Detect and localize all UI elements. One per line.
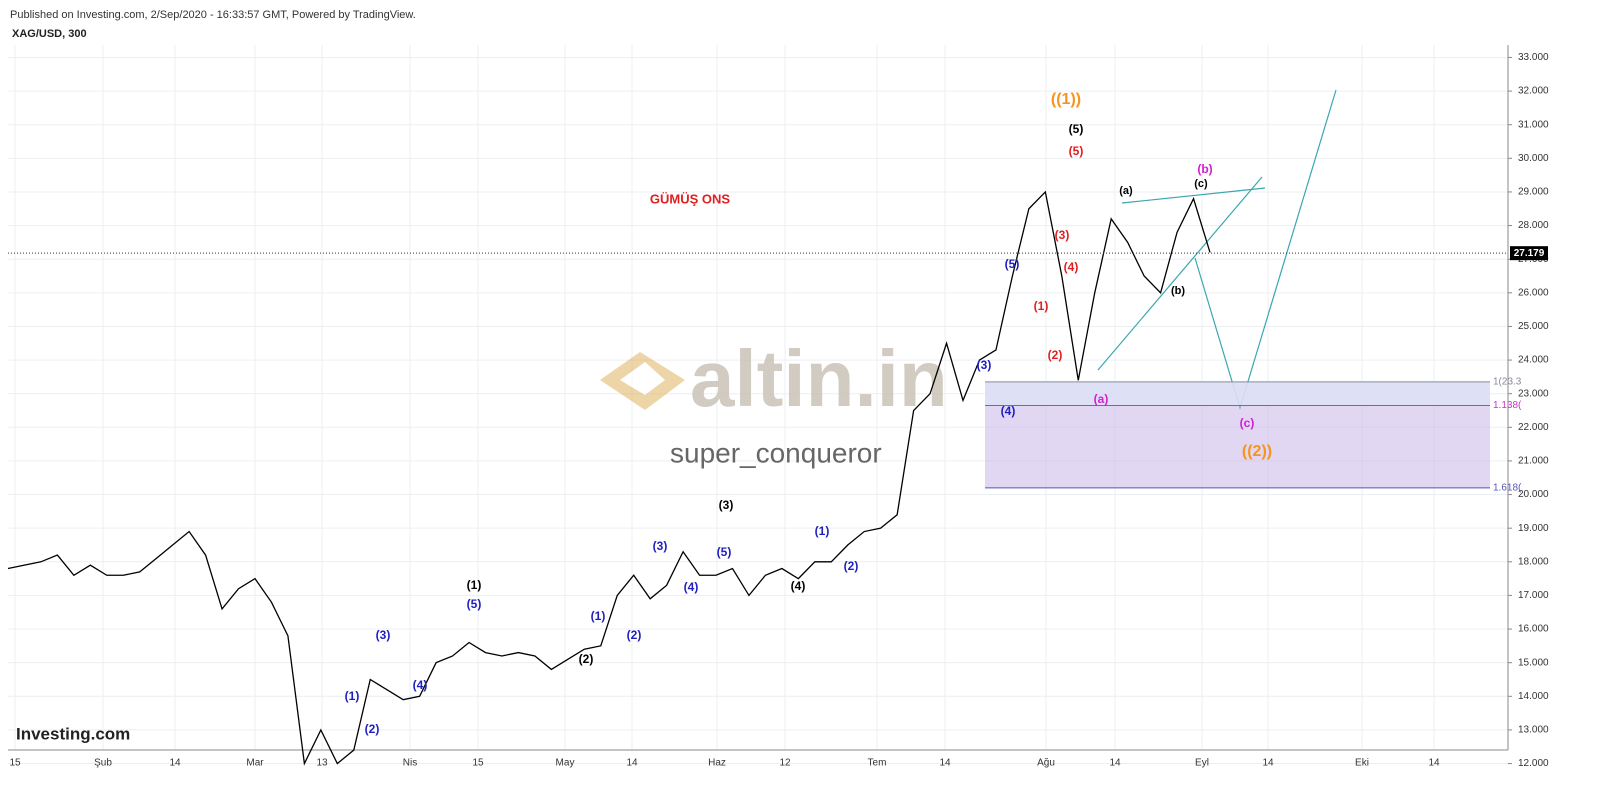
watermark-logo <box>600 352 685 410</box>
wave-label: (b) <box>1171 285 1185 297</box>
y-tick-label: 31.000 <box>1518 119 1549 130</box>
wave-label: (5) <box>467 597 482 611</box>
x-tick-label: 14 <box>939 758 951 769</box>
x-tick-label: 15 <box>9 758 21 769</box>
wave-label: (c) <box>1194 178 1208 190</box>
last-price-label: 27.179 <box>1514 248 1545 259</box>
y-tick-label: 19.000 <box>1518 523 1549 534</box>
watermark-user: super_conqueror <box>670 437 882 468</box>
fib-label: 1(23.3 <box>1493 377 1522 388</box>
y-tick-label: 16.000 <box>1518 624 1549 635</box>
wave-label: (1) <box>467 578 482 592</box>
y-tick-label: 28.000 <box>1518 220 1549 231</box>
y-tick-label: 14.000 <box>1518 691 1549 702</box>
x-tick-label: Mar <box>246 758 264 769</box>
logo: Investing.com <box>16 724 130 743</box>
x-tick-label: 14 <box>1262 758 1274 769</box>
wave-label: (3) <box>977 358 992 372</box>
fib-label: 1.618( <box>1493 482 1522 493</box>
wave-label: (3) <box>376 628 391 642</box>
wave-label: (2) <box>579 652 594 666</box>
x-tick-label: Nis <box>403 758 417 769</box>
x-tick-label: Haz <box>708 758 726 769</box>
wave-label: (2) <box>844 559 859 573</box>
wave-label: (3) <box>1055 228 1070 242</box>
wave-label: (c) <box>1240 416 1255 430</box>
fib-zone-top <box>985 381 1490 406</box>
y-tick-label: 30.000 <box>1518 153 1549 164</box>
wave-label: (a) <box>1094 392 1109 406</box>
x-tick-label: 14 <box>626 758 638 769</box>
x-tick-label: Tem <box>868 758 887 769</box>
wave-label: ((2)) <box>1242 443 1272 460</box>
y-tick-label: 21.000 <box>1518 456 1549 467</box>
wave-label: (3) <box>653 539 668 553</box>
x-tick-label: 13 <box>316 758 328 769</box>
y-tick-label: 12.000 <box>1518 758 1549 769</box>
price-line <box>7 190 1211 766</box>
wave-label: (5) <box>1069 144 1084 158</box>
y-tick-label: 26.000 <box>1518 287 1549 298</box>
wave-label: ((1)) <box>1051 91 1081 108</box>
fib-label: 1.138( <box>1493 400 1522 411</box>
x-tick-label: Eyl <box>1195 758 1209 769</box>
wave-label: (b) <box>1197 162 1212 176</box>
wave-label: (2) <box>627 628 642 642</box>
y-tick-label: 23.000 <box>1518 388 1549 399</box>
x-tick-label: 14 <box>1109 758 1121 769</box>
wave-label: (5) <box>717 545 732 559</box>
wave-label: (5) <box>1005 257 1020 271</box>
x-tick-label: 12 <box>779 758 791 769</box>
y-tick-label: 15.000 <box>1518 657 1549 668</box>
y-tick-label: 22.000 <box>1518 422 1549 433</box>
y-tick-label: 25.000 <box>1518 321 1549 332</box>
y-tick-label: 17.000 <box>1518 590 1549 601</box>
wave-label: (5) <box>1069 122 1084 136</box>
y-tick-label: 33.000 <box>1518 52 1549 63</box>
y-tick-label: 18.000 <box>1518 556 1549 567</box>
wave-label: (3) <box>719 498 734 512</box>
symbol: XAG/USD, 300 <box>12 28 87 40</box>
x-tick-label: 15 <box>472 758 484 769</box>
wave-label: (4) <box>413 678 428 692</box>
y-tick-label: 24.000 <box>1518 355 1549 366</box>
x-tick-label: Ağu <box>1037 758 1055 769</box>
x-tick-label: Eki <box>1355 758 1369 769</box>
x-tick-label: Şub <box>94 758 112 769</box>
x-tick-label: 14 <box>169 758 181 769</box>
wave-label: (1) <box>815 524 830 538</box>
wave-label: (1) <box>345 689 360 703</box>
wave-label: (1) <box>1034 299 1049 313</box>
watermark: altin.in <box>690 334 948 423</box>
wave-label: (1) <box>591 609 606 623</box>
x-tick-label: May <box>556 758 575 769</box>
wave-label: (4) <box>791 579 806 593</box>
wave-label: (4) <box>684 580 699 594</box>
y-tick-label: 29.000 <box>1518 187 1549 198</box>
header: Published on Investing.com, 2/Sep/2020 -… <box>10 9 416 21</box>
y-tick-label: 20.000 <box>1518 489 1549 500</box>
y-tick-label: 32.000 <box>1518 86 1549 97</box>
last-price-box <box>1510 246 1548 261</box>
y-tick-label: 13.000 <box>1518 725 1549 736</box>
wave-label: GÜMÜŞ ONS <box>650 191 731 206</box>
wave-label: (2) <box>1048 348 1063 362</box>
x-tick-label: 14 <box>1428 758 1440 769</box>
wave-label: (2) <box>365 722 380 736</box>
wave-label: (4) <box>1001 404 1016 418</box>
wave-label: (a) <box>1119 185 1133 197</box>
wave-label: (4) <box>1064 260 1079 274</box>
